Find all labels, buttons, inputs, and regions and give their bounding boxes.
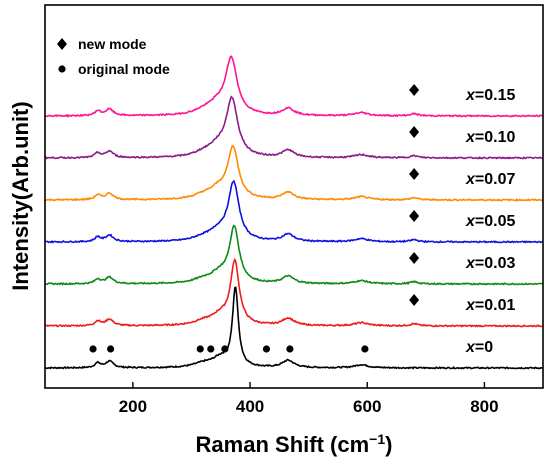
series-line-3	[44, 179, 543, 244]
new-mode-diamond-icon-3	[409, 210, 420, 222]
series-label-5: x=0.10	[465, 129, 515, 146]
series-label-value-6: =0.15	[475, 87, 516, 104]
series-label-value-5: =0.10	[475, 129, 516, 146]
original-mode-dot-3	[207, 345, 215, 353]
series-label-var-2: x	[465, 255, 476, 272]
original-mode-dot-6	[286, 345, 294, 353]
legend-diamond-icon	[57, 38, 67, 50]
new-mode-diamond-icon-5	[409, 126, 420, 138]
new-mode-diamond-icon-2	[409, 252, 420, 264]
legend-new-mode-label: new mode	[78, 36, 147, 52]
original-mode-dot-2	[196, 345, 204, 353]
original-mode-dot-1	[107, 345, 115, 353]
plot-frame	[44, 4, 544, 389]
series-line-4	[45, 144, 543, 202]
series-line-5	[44, 95, 543, 160]
original-mode-dot-4	[221, 345, 229, 353]
series-label-6: x=0.15	[465, 87, 515, 104]
legend-original-mode-label: original mode	[78, 61, 170, 77]
new-mode-diamond-icon-1	[409, 294, 420, 306]
y-axis-title: Intensity(Arb.unit)	[8, 101, 33, 290]
series-label-2: x=0.03	[465, 255, 515, 272]
series-label-var-0: x	[465, 339, 476, 356]
series-label-value-1: =0.01	[475, 297, 516, 314]
series-label-var-3: x	[465, 213, 476, 230]
x-axis-title-main: Raman Shift (cm	[196, 432, 370, 457]
series-label-value-3: =0.05	[475, 213, 516, 230]
original-mode-dot-0	[89, 345, 97, 353]
original-mode-dot-5	[262, 345, 271, 353]
x-axis-title-sup: −1	[369, 431, 385, 447]
series-line-2	[44, 224, 543, 286]
series-label-0: x=0	[465, 339, 493, 356]
series-label-var-5: x	[465, 129, 476, 146]
series-label-3: x=0.05	[465, 213, 515, 230]
series-line-0	[44, 286, 543, 370]
x-axis-title: Raman Shift (cm−1)	[196, 431, 393, 457]
x-axis-ticks: 200 400 600 800	[119, 382, 499, 416]
series-line-6	[45, 55, 543, 118]
x-axis-title-close: )	[385, 432, 392, 457]
series-labels: x=0x=0.01x=0.03x=0.05x=0.07x=0.10x=0.15	[465, 87, 515, 356]
series-line-1	[44, 257, 543, 328]
series-label-var-1: x	[465, 297, 476, 314]
legend-circle-icon	[58, 65, 66, 73]
x-tick-label-400: 400	[236, 397, 264, 416]
series-label-4: x=0.07	[465, 171, 515, 188]
new-mode-diamond-icon-4	[409, 168, 420, 180]
series-label-value-0: =0	[475, 339, 493, 356]
x-tick-label-200: 200	[119, 397, 147, 416]
series-label-1: x=0.01	[465, 297, 515, 314]
new-mode-diamond-icon-6	[409, 84, 420, 96]
original-mode-dot-7	[361, 345, 369, 353]
series-label-value-2: =0.03	[475, 255, 516, 272]
x-tick-label-600: 600	[353, 397, 381, 416]
legend: new mode original mode	[57, 36, 170, 77]
series-label-value-4: =0.07	[475, 171, 516, 188]
x-tick-label-800: 800	[470, 397, 498, 416]
series-label-var-4: x	[465, 171, 476, 188]
series-label-var-6: x	[465, 87, 476, 104]
plot-area	[44, 55, 543, 370]
